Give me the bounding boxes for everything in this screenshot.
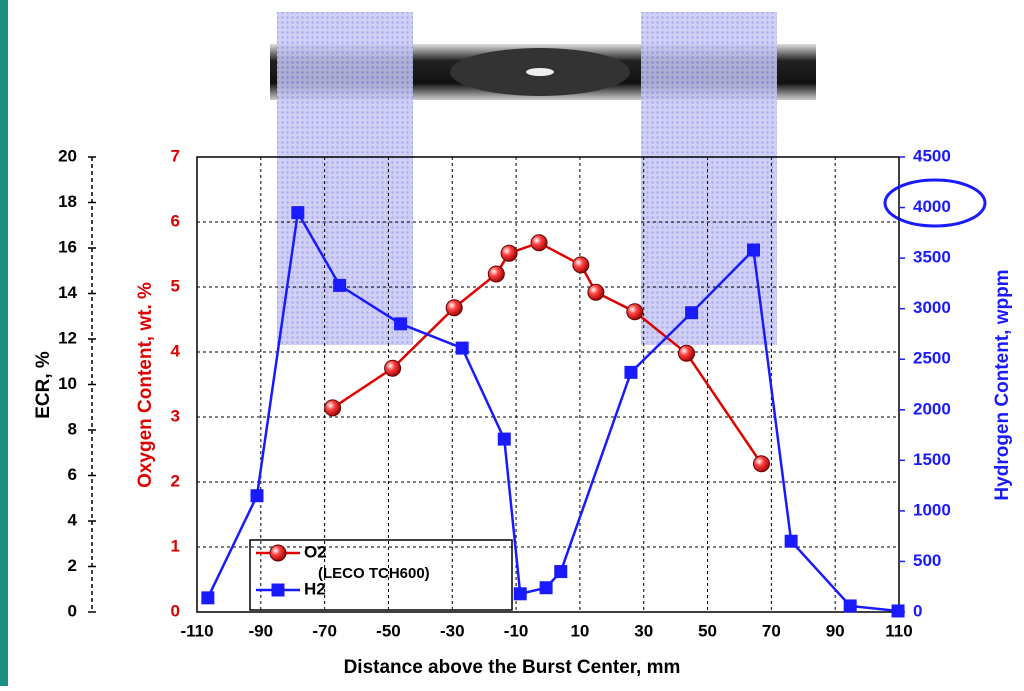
y-tick-label: 3 [171, 406, 180, 425]
point [497, 432, 511, 446]
point [291, 206, 305, 220]
point [394, 317, 408, 331]
point [746, 243, 760, 257]
y3-tick-label: 20 [58, 146, 77, 165]
x-tick-label: 10 [570, 621, 589, 640]
point [539, 581, 553, 595]
legend-label: O2 [304, 542, 327, 561]
annotation: (LECO TCH600) [318, 565, 430, 582]
y-tick-label: 5 [171, 276, 180, 295]
point [384, 359, 402, 377]
point [445, 299, 463, 317]
y2-tick-label: 3500 [913, 248, 951, 267]
x-tick-label: -30 [440, 621, 465, 640]
y3-tick-label: 14 [58, 283, 77, 302]
point [685, 306, 699, 320]
point [500, 244, 518, 262]
point [624, 365, 638, 379]
x-tick-label: 50 [698, 621, 717, 640]
shaded-region [277, 12, 413, 345]
y-tick-label: 6 [171, 211, 180, 230]
y2-tick-label: 2000 [913, 399, 951, 418]
point [554, 565, 568, 579]
y3-tick-label: 4 [68, 510, 78, 529]
point [626, 303, 644, 321]
y2-tick-label: 1500 [913, 450, 951, 469]
point [455, 341, 469, 355]
point [530, 234, 548, 252]
y3-tick-label: 6 [68, 465, 77, 484]
x-tick-label: 70 [762, 621, 781, 640]
point [324, 399, 342, 417]
y-tick-label: 4 [171, 341, 181, 360]
y3-tick-label: 12 [58, 328, 77, 347]
series-line [206, 208, 899, 613]
x-tick-label: 110 [885, 621, 912, 640]
x-axis-title: Distance above the Burst Center, mm [344, 657, 681, 678]
point [250, 489, 264, 503]
point [333, 278, 347, 292]
legend-label: H2 [304, 579, 326, 598]
shaded-region [641, 12, 777, 345]
legend-marker [269, 544, 287, 562]
x-tick-label: 30 [634, 621, 653, 640]
legend-marker [271, 583, 285, 597]
x-tick-label: -10 [504, 621, 529, 640]
point [843, 599, 857, 613]
point [513, 587, 527, 601]
y-tick-label: 7 [171, 146, 180, 165]
point [201, 591, 215, 605]
x-tick-label: -50 [376, 621, 401, 640]
point [487, 265, 505, 283]
y3-tick-label: 16 [58, 237, 77, 256]
y-tick-label: 1 [171, 536, 180, 555]
highlight-circle [883, 178, 987, 228]
x-tick-label: -110 [180, 621, 213, 640]
tube-hole [526, 68, 554, 76]
y-axis-title: Oxygen Content, wt. % [135, 282, 156, 488]
point [752, 455, 770, 473]
point [677, 344, 695, 362]
y-tick-label: 2 [171, 471, 180, 490]
y2-tick-label: 4500 [913, 146, 951, 165]
y3-tick-label: 2 [68, 556, 77, 575]
y2-tick-label: 0 [913, 601, 922, 620]
y3-tick-label: 8 [68, 419, 77, 438]
y2-axis-title: Hydrogen Content, wppm [992, 269, 1013, 500]
point [572, 256, 590, 274]
y2-tick-label: 1000 [913, 500, 951, 519]
y3-tick-label: 0 [68, 601, 77, 620]
y3-tick-label: 10 [58, 374, 77, 393]
y2-tick-label: 3000 [913, 298, 951, 317]
point [784, 534, 798, 548]
side-bar [0, 0, 8, 686]
y2-tick-label: 4000 [913, 197, 951, 216]
x-tick-label: 90 [826, 621, 845, 640]
y2-tick-label: 500 [913, 551, 941, 570]
x-tick-label: -70 [312, 621, 337, 640]
y-tick-label: 0 [171, 601, 180, 620]
point [587, 283, 605, 301]
y3-tick-label: 18 [58, 192, 77, 211]
x-tick-label: -90 [249, 621, 274, 640]
y2-tick-label: 2500 [913, 349, 951, 368]
y3-axis-title: ECR, % [33, 351, 54, 419]
point [891, 604, 905, 618]
legend-box [249, 539, 513, 611]
